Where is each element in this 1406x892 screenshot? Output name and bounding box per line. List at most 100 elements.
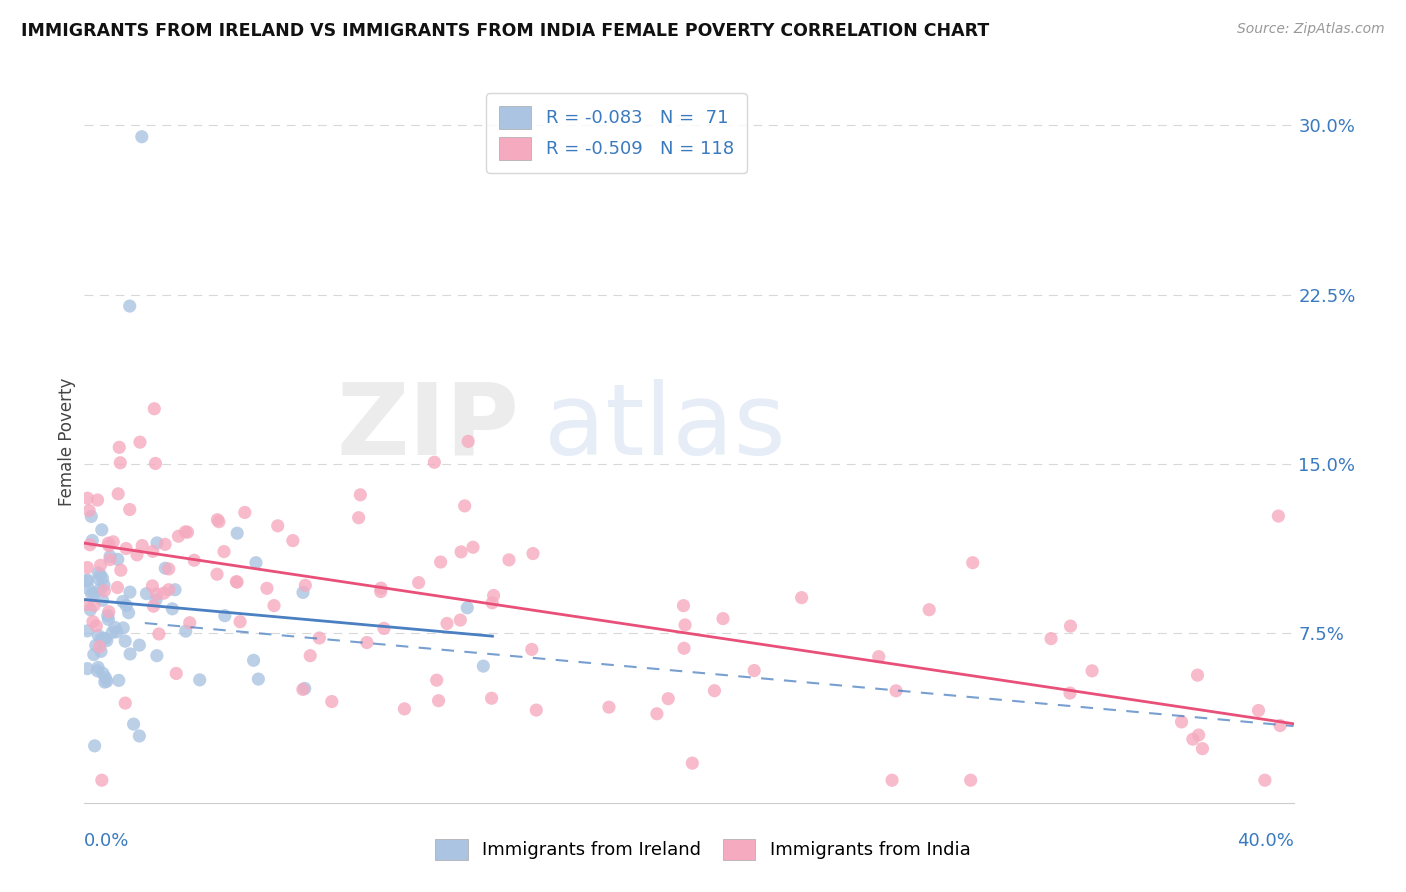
Point xyxy=(394,702,416,716)
Point xyxy=(128,638,150,652)
Point xyxy=(82,533,104,548)
Point xyxy=(79,538,101,552)
Text: Source: ZipAtlas.com: Source: ZipAtlas.com xyxy=(1237,22,1385,37)
Point xyxy=(884,683,907,698)
Point xyxy=(1170,714,1192,729)
Point xyxy=(86,619,108,633)
Point xyxy=(114,696,136,710)
Point xyxy=(146,648,169,663)
Point xyxy=(148,627,170,641)
Point xyxy=(107,487,129,501)
Point xyxy=(145,593,167,607)
Point xyxy=(97,536,120,550)
Point xyxy=(141,579,163,593)
Point xyxy=(167,529,190,543)
Point xyxy=(267,518,290,533)
Point xyxy=(94,671,117,685)
Point xyxy=(703,683,725,698)
Point xyxy=(89,558,111,573)
Point xyxy=(91,593,114,607)
Point xyxy=(110,563,132,577)
Point xyxy=(291,682,314,697)
Point xyxy=(76,574,98,588)
Point xyxy=(868,649,890,664)
Point xyxy=(143,401,166,416)
Point xyxy=(454,499,477,513)
Point xyxy=(165,666,187,681)
Point xyxy=(77,503,100,517)
Point xyxy=(90,568,112,582)
Point xyxy=(142,599,165,614)
Point xyxy=(152,586,174,600)
Point xyxy=(97,539,120,553)
Legend: R = -0.083   N =  71, R = -0.509   N = 118: R = -0.083 N = 71, R = -0.509 N = 118 xyxy=(486,93,747,173)
Point xyxy=(281,533,304,548)
Point xyxy=(373,621,395,635)
Point xyxy=(76,598,98,612)
Point xyxy=(657,691,679,706)
Point xyxy=(598,700,620,714)
Point xyxy=(98,549,121,564)
Point xyxy=(370,584,392,599)
Point xyxy=(115,541,138,556)
Point xyxy=(226,526,249,541)
Point xyxy=(179,615,201,630)
Point xyxy=(128,729,150,743)
Point xyxy=(233,506,256,520)
Point xyxy=(742,664,765,678)
Point xyxy=(145,457,167,471)
Point xyxy=(135,586,157,600)
Point xyxy=(97,605,120,619)
Point xyxy=(76,491,98,506)
Point xyxy=(83,739,105,753)
Point xyxy=(120,647,142,661)
Point xyxy=(308,631,330,645)
Point xyxy=(76,573,98,587)
Point xyxy=(205,567,228,582)
Point xyxy=(145,587,167,601)
Point xyxy=(117,606,139,620)
Point xyxy=(114,634,136,648)
Point xyxy=(450,545,472,559)
Point xyxy=(229,615,252,629)
Point xyxy=(86,664,108,678)
Point xyxy=(183,553,205,567)
Point xyxy=(426,673,449,688)
Point xyxy=(131,539,153,553)
Text: atlas: atlas xyxy=(544,378,786,475)
Point xyxy=(76,560,98,574)
Point xyxy=(90,632,112,647)
Point xyxy=(226,575,249,590)
Point xyxy=(436,616,458,631)
Point xyxy=(456,600,478,615)
Point xyxy=(93,578,115,592)
Point xyxy=(1247,704,1270,718)
Point xyxy=(111,594,134,608)
Point xyxy=(93,632,115,646)
Point xyxy=(157,562,180,576)
Point xyxy=(163,582,186,597)
Point xyxy=(214,608,236,623)
Point xyxy=(105,624,128,639)
Point xyxy=(162,602,184,616)
Point xyxy=(107,673,129,688)
Point xyxy=(118,502,141,516)
Point xyxy=(79,603,101,617)
Point xyxy=(242,653,264,667)
Point xyxy=(1081,664,1104,678)
Point xyxy=(142,544,165,558)
Point xyxy=(256,582,278,596)
Point xyxy=(461,540,484,554)
Point xyxy=(129,435,152,450)
Point xyxy=(87,660,110,674)
Point xyxy=(457,434,479,449)
Point xyxy=(472,659,495,673)
Point xyxy=(962,556,984,570)
Point xyxy=(356,635,378,649)
Point xyxy=(673,618,696,632)
Point xyxy=(90,523,112,537)
Point xyxy=(83,648,105,662)
Legend: Immigrants from Ireland, Immigrants from India: Immigrants from Ireland, Immigrants from… xyxy=(427,831,979,867)
Point xyxy=(90,644,112,658)
Point xyxy=(87,628,110,642)
